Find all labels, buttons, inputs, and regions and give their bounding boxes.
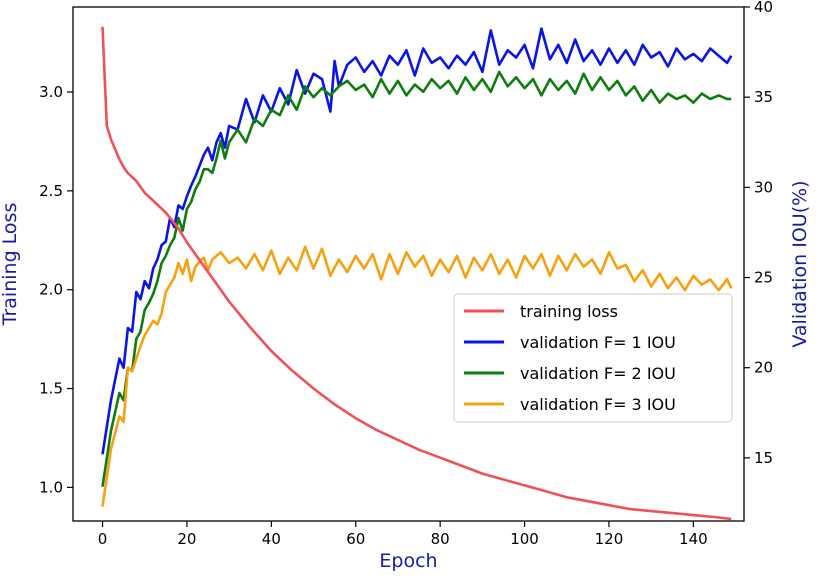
series-line-3 [101,245,733,507]
legend-label: validation F= 3 IOU [520,395,676,414]
right-y-tick-label: 15 [754,449,773,467]
x-tick-label: 100 [510,530,539,548]
x-tick-label: 80 [431,530,450,548]
x-tick-label: 60 [346,530,365,548]
x-tick-label: 40 [262,530,281,548]
axes-layer: 0 20 40 60 80 100 120 140 1.0 1.5 2.0 2.5 3.0 15 20 25 3… [39,0,773,548]
legend-frame [453,293,733,423]
left-y-tick-label: 2.0 [39,281,63,299]
series-line-1 [101,27,733,455]
right-y-tick-label: 35 [754,88,773,106]
left-y-axis-title: Training Loss [0,203,21,327]
legend-label: validation F= 1 IOU [520,333,676,352]
x-tick-label: 140 [679,530,708,548]
left-y-tick-label: 1.0 [39,478,63,496]
plot-frame [72,6,745,522]
right-y-axis-title: Validation IOU(%) [789,180,811,347]
x-tick-label: 0 [98,530,108,548]
right-y-tick-label: 30 [754,178,773,196]
legend: training loss validation F= 1 IOU validati… [453,293,733,423]
legend-label: training loss [520,302,618,321]
legend-label: validation F= 2 IOU [520,364,676,383]
x-tick-label: 120 [595,530,624,548]
series-line-0 [101,26,732,521]
series-layer [101,26,733,521]
right-y-tick-label: 40 [754,0,773,16]
x-axis-title: Epoch [379,550,437,572]
left-y-tick-label: 1.5 [39,380,63,398]
left-y-tick-label: 3.0 [39,83,63,101]
series-line-2 [101,70,732,487]
right-y-tick-label: 20 [754,359,773,377]
right-y-tick-label: 25 [754,269,773,287]
x-tick-label: 20 [177,530,196,548]
left-y-tick-label: 2.5 [39,182,63,200]
